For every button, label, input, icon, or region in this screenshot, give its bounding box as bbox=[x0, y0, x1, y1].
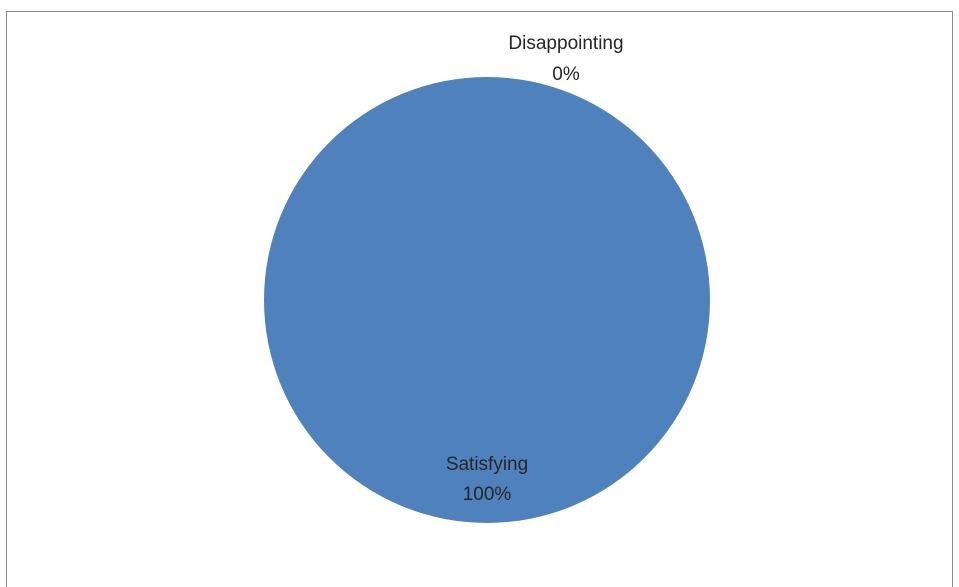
data-label-disappointing-percent: 0% bbox=[552, 64, 580, 85]
data-label-disappointing-name: Disappointing bbox=[508, 33, 623, 54]
data-label-satisfying-name: Satisfying bbox=[446, 454, 528, 475]
pie-slices bbox=[264, 77, 710, 523]
pie-slice-satisfying bbox=[264, 77, 710, 523]
data-label-satisfying-percent: 100% bbox=[463, 484, 512, 505]
